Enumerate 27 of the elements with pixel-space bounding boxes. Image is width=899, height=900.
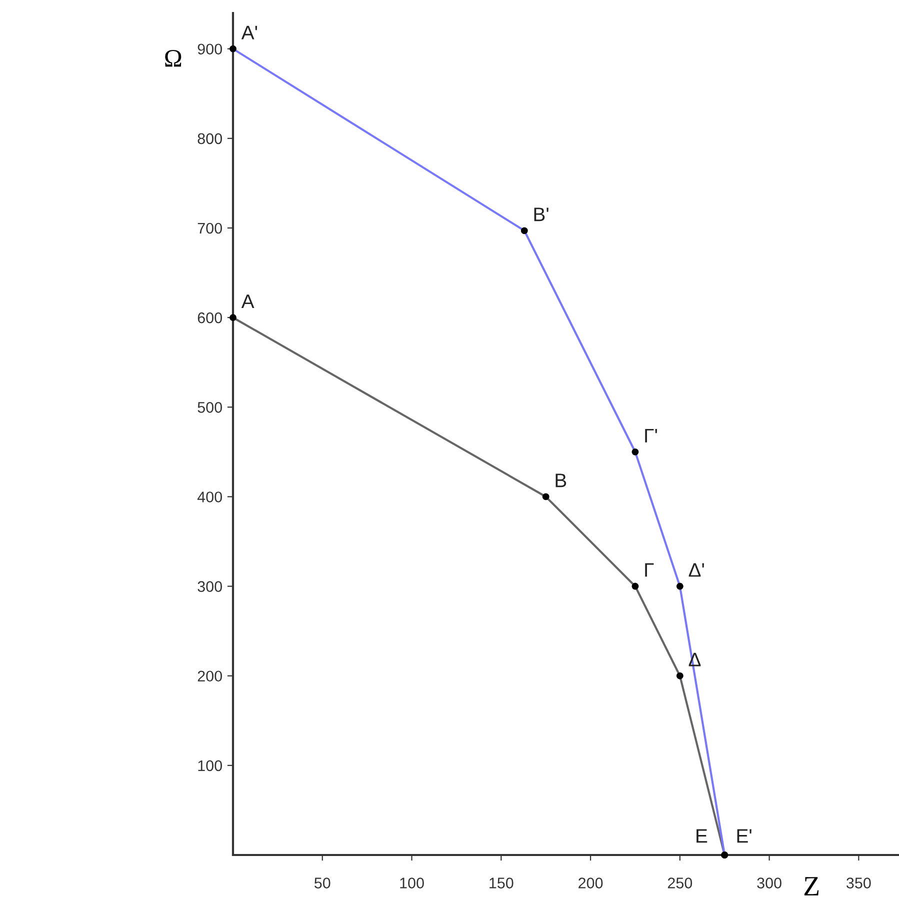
- x-axis-title: Z: [804, 877, 819, 896]
- annotation: Δ': [688, 563, 704, 577]
- y-tick-label: 900: [198, 44, 222, 55]
- y-tick-label: 500: [198, 402, 222, 413]
- annotation: E': [737, 829, 752, 843]
- y-tick-label: 600: [198, 312, 222, 324]
- y-tick-label: 200: [198, 670, 222, 682]
- y-tick-label: 100: [198, 760, 222, 772]
- y-tick-label: 300: [198, 581, 222, 592]
- annotation: Γ': [645, 428, 657, 442]
- x-tick-label: 250: [668, 878, 692, 888]
- annotation: Γ: [645, 563, 654, 577]
- x-tick-label: 50: [314, 878, 330, 888]
- annotation: A': [241, 26, 258, 40]
- y-tick-label: 400: [197, 492, 222, 502]
- annotation: E: [696, 829, 708, 843]
- y-axis-title: Ω: [165, 50, 182, 67]
- x-tick-label: 100: [400, 878, 424, 888]
- y-tick-label: 700: [198, 222, 222, 234]
- x-tick-label: 300: [757, 878, 782, 888]
- x-tick-label: 200: [578, 878, 603, 888]
- annotation: B': [534, 208, 548, 222]
- x-tick-label: 150: [490, 878, 514, 888]
- y-tick-label: 800: [198, 133, 222, 144]
- x-tick-label: 350: [846, 878, 871, 888]
- annotation: B: [556, 474, 566, 488]
- annotation: A: [241, 294, 254, 308]
